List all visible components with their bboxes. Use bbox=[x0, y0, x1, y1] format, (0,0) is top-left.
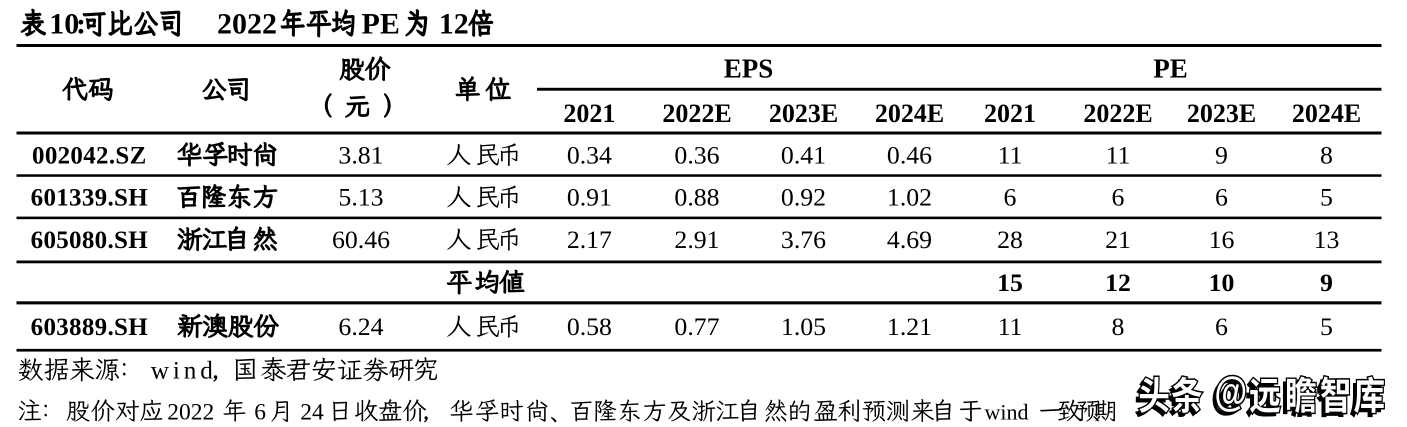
svg-text:1.02: 1.02 bbox=[887, 183, 932, 212]
svg-text:11: 11 bbox=[998, 312, 1023, 341]
svg-text:2023E: 2023E bbox=[769, 99, 838, 128]
svg-text:2022E: 2022E bbox=[1083, 99, 1152, 128]
svg-text:2021: 2021 bbox=[563, 99, 615, 128]
svg-text:1.05: 1.05 bbox=[781, 312, 826, 341]
svg-text:2.17: 2.17 bbox=[567, 225, 612, 254]
svg-text:2024E: 2024E bbox=[1292, 99, 1361, 128]
svg-text:603889.SH: 603889.SH bbox=[31, 314, 149, 341]
svg-text:28: 28 bbox=[997, 225, 1023, 254]
svg-text:0.46: 0.46 bbox=[887, 140, 932, 169]
svg-text:6: 6 bbox=[1112, 183, 1125, 212]
svg-text:6: 6 bbox=[1215, 183, 1228, 212]
svg-text:5: 5 bbox=[1320, 312, 1333, 341]
svg-text:60.46: 60.46 bbox=[332, 225, 390, 254]
svg-text:2021: 2021 bbox=[984, 99, 1036, 128]
svg-text:0.34: 0.34 bbox=[567, 140, 612, 169]
svg-text:10: 10 bbox=[49, 7, 79, 40]
svg-text:2024E: 2024E bbox=[875, 99, 944, 128]
svg-text:0.41: 0.41 bbox=[781, 140, 826, 169]
svg-text:1.21: 1.21 bbox=[887, 312, 932, 341]
svg-text:24: 24 bbox=[300, 399, 324, 425]
svg-text:12: 12 bbox=[439, 7, 469, 40]
svg-text:5: 5 bbox=[1320, 183, 1333, 212]
svg-text:9: 9 bbox=[1215, 140, 1228, 169]
svg-text:2022E: 2022E bbox=[662, 99, 731, 128]
svg-text:3.76: 3.76 bbox=[781, 225, 826, 254]
svg-text:0.91: 0.91 bbox=[567, 183, 612, 212]
svg-text:11: 11 bbox=[1106, 140, 1131, 169]
svg-text:6: 6 bbox=[1004, 183, 1017, 212]
svg-text:21: 21 bbox=[1105, 225, 1131, 254]
svg-text:8: 8 bbox=[1320, 140, 1333, 169]
svg-text:2022: 2022 bbox=[217, 7, 277, 40]
svg-text:EPS: EPS bbox=[724, 54, 774, 84]
svg-text:PE: PE bbox=[1153, 54, 1188, 84]
svg-text:0.92: 0.92 bbox=[781, 183, 826, 212]
svg-text:2023E: 2023E bbox=[1187, 99, 1256, 128]
svg-text:wind: wind bbox=[985, 399, 1029, 424]
svg-text:3.81: 3.81 bbox=[338, 140, 383, 169]
svg-text:wind: wind bbox=[151, 358, 217, 385]
svg-text:6.24: 6.24 bbox=[338, 312, 383, 341]
svg-text:15: 15 bbox=[997, 268, 1023, 297]
svg-text:2022: 2022 bbox=[167, 399, 214, 425]
svg-text:11: 11 bbox=[998, 140, 1023, 169]
svg-text:601339.SH: 601339.SH bbox=[31, 185, 149, 212]
svg-text:2.91: 2.91 bbox=[674, 225, 719, 254]
svg-text:6: 6 bbox=[254, 399, 266, 425]
svg-text:0.58: 0.58 bbox=[567, 312, 612, 341]
svg-text:0.77: 0.77 bbox=[674, 312, 719, 341]
svg-text:605080.SH: 605080.SH bbox=[31, 227, 149, 254]
svg-text:10: 10 bbox=[1209, 268, 1235, 297]
svg-text:002042.SZ: 002042.SZ bbox=[32, 142, 147, 169]
svg-text:8: 8 bbox=[1112, 312, 1125, 341]
svg-text::: : bbox=[76, 7, 86, 40]
svg-text:6: 6 bbox=[1215, 312, 1228, 341]
svg-text:0.88: 0.88 bbox=[674, 183, 719, 212]
svg-text:16: 16 bbox=[1209, 225, 1235, 254]
svg-text:5.13: 5.13 bbox=[338, 183, 383, 212]
svg-text:9: 9 bbox=[1320, 268, 1333, 297]
svg-text:13: 13 bbox=[1314, 225, 1340, 254]
svg-text:4.69: 4.69 bbox=[887, 225, 932, 254]
svg-text:PE: PE bbox=[362, 7, 400, 40]
svg-text:12: 12 bbox=[1105, 268, 1131, 297]
svg-text:0.36: 0.36 bbox=[674, 140, 719, 169]
